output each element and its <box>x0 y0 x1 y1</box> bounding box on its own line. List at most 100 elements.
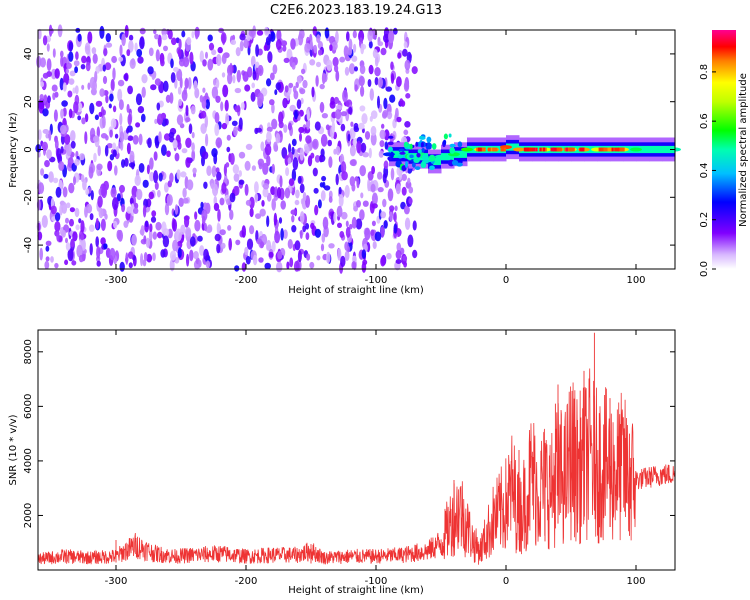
noise-blob <box>158 172 163 182</box>
snr-panel: -300 -200 -100 0 100 2000 4000 6000 8000 Height… <box>8 329 676 596</box>
noise-blob <box>360 43 365 55</box>
noise-blob <box>126 206 133 214</box>
noise-blob <box>274 186 278 198</box>
noise-blob <box>377 77 383 88</box>
noise-blob <box>118 56 124 62</box>
noise-blob <box>64 134 71 145</box>
noise-blob <box>367 79 372 87</box>
noise-blob <box>104 145 109 157</box>
noise-blob <box>266 215 270 228</box>
noise-blob <box>177 247 182 259</box>
noise-blob <box>221 182 227 194</box>
noise-blob <box>136 48 143 58</box>
noise-blob <box>264 262 272 270</box>
noise-blob <box>389 211 393 222</box>
noise-blob <box>403 41 408 49</box>
noise-blob <box>236 69 241 83</box>
noise-blob <box>50 205 57 215</box>
noise-blob <box>99 25 105 39</box>
noise-blob <box>39 247 43 261</box>
noise-blob <box>312 138 319 150</box>
noise-blob <box>393 223 398 234</box>
noise-blob <box>340 123 346 132</box>
noise-blob <box>350 121 354 127</box>
noise-blob <box>266 78 272 87</box>
noise-blob <box>214 112 220 124</box>
noise-blob <box>65 237 68 244</box>
noise-blob <box>381 123 385 129</box>
noise-blob <box>128 262 133 269</box>
noise-blob <box>143 235 147 244</box>
noise-blob <box>81 84 85 90</box>
noise-blob <box>180 171 187 178</box>
snr-line-group <box>37 332 676 565</box>
noise-blob <box>273 212 278 226</box>
noise-blob <box>295 81 299 89</box>
noise-blob <box>263 44 268 52</box>
noise-blob <box>81 117 86 125</box>
noise-blob <box>77 33 82 42</box>
noise-blob <box>132 135 139 145</box>
trace-hot <box>539 147 543 152</box>
noise-blob <box>154 118 158 125</box>
noise-blob <box>142 259 147 267</box>
noise-blob <box>70 140 76 149</box>
noise-blob <box>167 29 173 40</box>
noise-blob <box>100 237 106 246</box>
noise-blob <box>185 104 189 117</box>
noise-blob <box>158 131 162 144</box>
noise-blob <box>335 104 343 111</box>
noise-blob <box>60 108 64 119</box>
noise-blob <box>181 30 186 38</box>
noise-blob <box>160 249 166 258</box>
noise-blob <box>380 211 387 219</box>
noise-blob <box>346 31 350 42</box>
noise-blob <box>178 197 184 207</box>
spectrogram-y-ticks: 40 20 0 -20 -40 <box>23 48 675 253</box>
noise-blob <box>302 192 307 202</box>
noise-blob <box>204 92 209 102</box>
noise-blob <box>110 118 117 129</box>
noise-blob <box>271 163 275 175</box>
noise-blob <box>244 183 249 196</box>
y-tick-label: -40 <box>23 237 34 253</box>
noise-blob <box>257 92 264 104</box>
noise-blob <box>352 30 357 39</box>
noise-blob <box>395 259 402 264</box>
noise-blob <box>153 151 158 161</box>
noise-blob <box>137 56 144 64</box>
noise-blob <box>121 203 126 213</box>
noise-blob <box>329 44 333 52</box>
noise-blob <box>238 151 246 159</box>
noise-blob <box>184 77 189 89</box>
noise-blob <box>367 178 371 192</box>
noise-blob <box>54 212 61 222</box>
noise-blob <box>74 85 79 95</box>
trace-hot <box>579 147 585 152</box>
noise-blob <box>50 256 54 263</box>
noise-blob <box>151 72 156 80</box>
noise-blob <box>370 132 377 146</box>
colorbar-gradient <box>712 30 736 269</box>
noise-blob <box>145 237 150 248</box>
noise-blob <box>304 146 310 154</box>
noise-blob <box>137 106 145 114</box>
noise-blob <box>339 56 346 63</box>
noise-blob <box>332 56 339 67</box>
noise-blob <box>116 229 121 240</box>
noise-blob <box>114 133 119 139</box>
noise-blob <box>348 106 353 115</box>
trace-core <box>571 145 585 154</box>
noise-blob <box>324 27 330 39</box>
noise-blob <box>79 153 85 161</box>
noise-blob <box>396 76 402 88</box>
noise-blob <box>92 53 98 64</box>
noise-blob <box>54 68 60 79</box>
noise-blob <box>88 166 94 179</box>
noise-blob <box>134 175 141 186</box>
noise-blob <box>211 148 218 158</box>
noise-blob <box>95 100 103 107</box>
noise-blob <box>291 215 295 223</box>
noise-blob <box>291 225 297 233</box>
